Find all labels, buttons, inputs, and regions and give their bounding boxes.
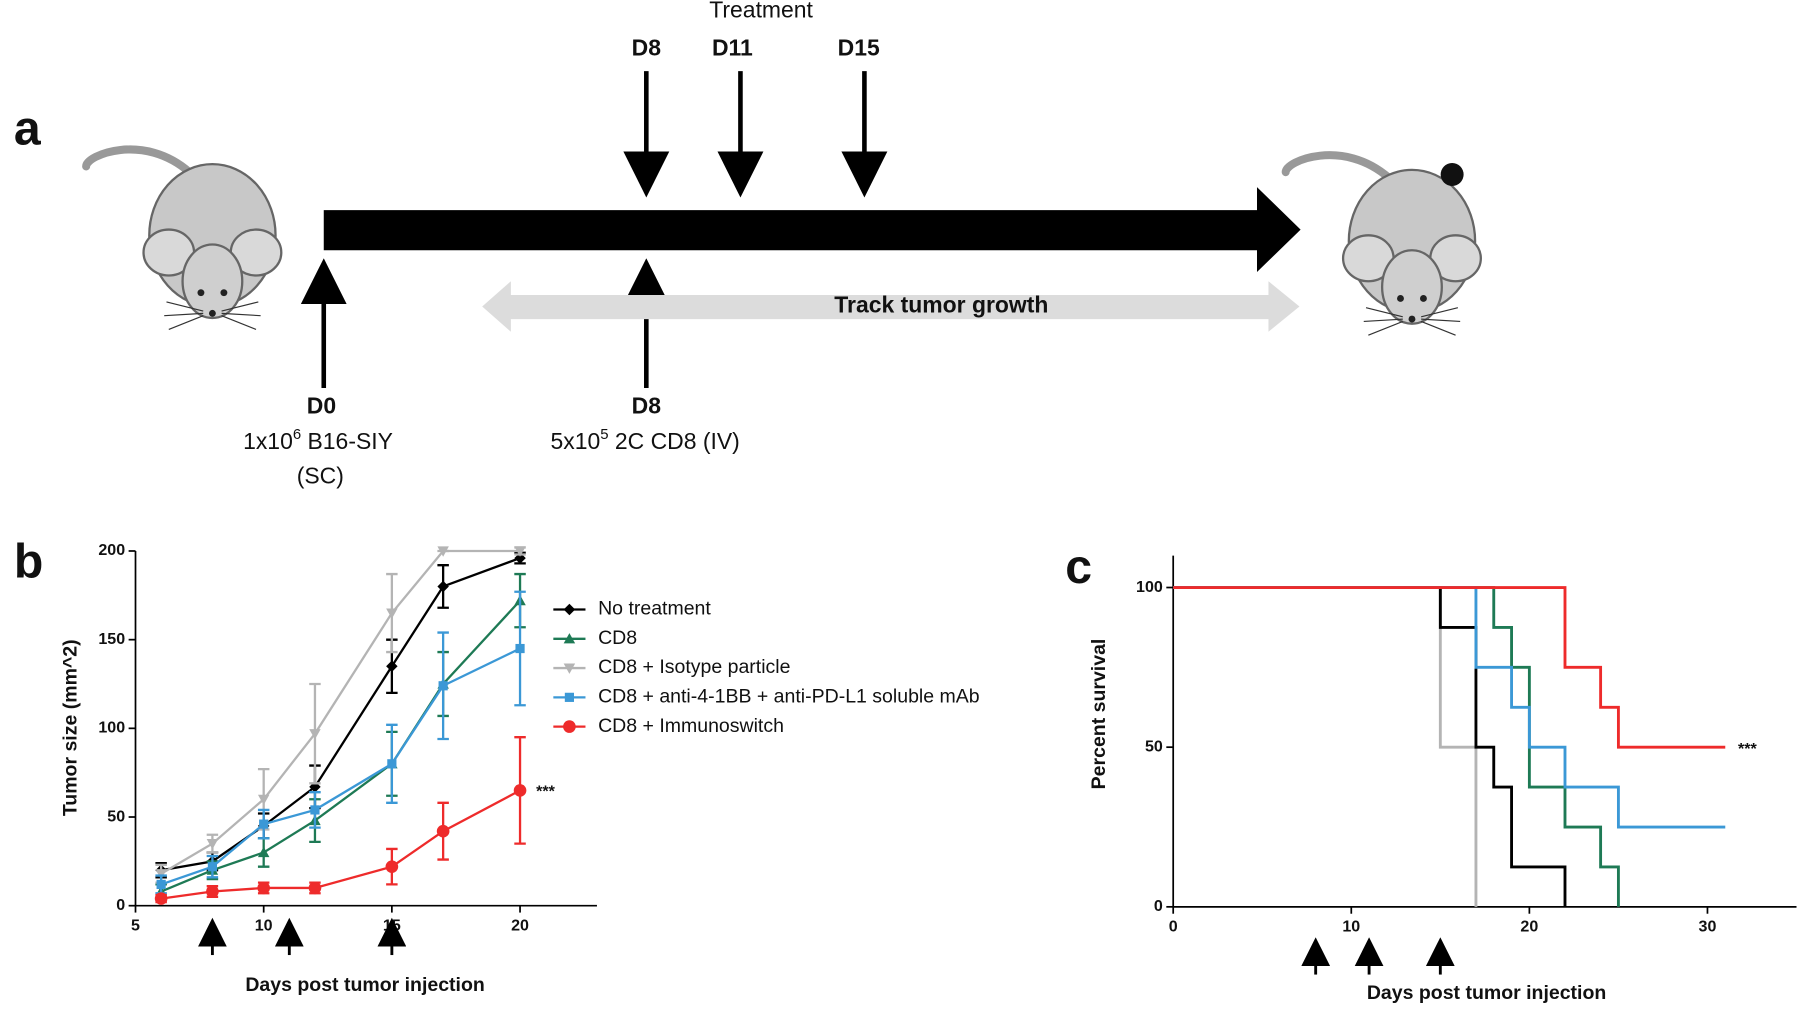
series-line [160,647,521,886]
y-tick-label: 50 [107,807,125,825]
x-tick-label: 20 [511,917,529,935]
legend-marker [563,720,576,733]
marker [438,681,448,691]
marker [207,862,218,872]
legend-label: No treatment [598,598,711,620]
x-tick-label: 30 [1699,918,1717,936]
marker [513,784,527,797]
series-line [160,557,521,872]
day-label: D11 [712,34,753,60]
marker [385,860,399,873]
series-line [160,549,521,875]
x-tick-label: 5 [131,917,140,935]
legend-label: CD8 + Immunoswitch [598,715,784,737]
x-axis-title: Days post tumor injection [1367,982,1606,1004]
annotation: *** [536,782,556,800]
panel-label: c [1065,540,1092,594]
y-tick-label: 100 [1136,578,1163,596]
timeline-arrow [323,187,1301,273]
legend-label: CD8 [598,627,637,649]
panel-label: b [14,534,43,588]
legend-marker [563,663,576,674]
y-tick-label: 200 [98,541,125,559]
marker [257,846,270,858]
x-axis-title: Days post tumor injection [245,974,484,996]
y-axis-title: Percent survival [1088,639,1110,790]
y-tick-label: 0 [1154,897,1163,915]
survival-curve [1173,586,1620,907]
marker [437,580,449,593]
marker [515,643,525,654]
marker [309,729,321,740]
marker [154,892,168,905]
track-arrow [482,281,1300,332]
marker [257,881,270,895]
panel-label: a [14,102,42,156]
marker [386,608,398,619]
mouse [86,149,281,329]
injection-text: 5x105 2C CD8 (IV) [551,426,740,454]
marker [437,546,449,557]
y-tick-label: 150 [98,630,125,648]
x-tick-label: 0 [1169,918,1178,936]
marker [386,660,398,673]
legend-marker [563,633,576,644]
annotation: *** [1738,740,1758,758]
marker [206,839,219,850]
marker [259,819,269,829]
marker [310,805,320,815]
marker [156,879,166,889]
legend-marker [563,603,576,616]
marker [308,881,322,895]
x-tick-label: 20 [1520,918,1538,936]
y-axis-title: Tumor size (mm^2) [59,639,81,816]
y-tick-label: 50 [1145,737,1163,755]
marker [206,885,219,898]
day-label: D8 [632,393,662,419]
survival-curve [1173,586,1726,829]
marker [436,824,450,838]
day-label: D15 [838,34,880,60]
arrows [300,71,888,388]
x-tick-label: 15 [383,917,401,935]
legend-label: CD8 + anti-4-1BB + anti-PD-L1 soluble mA… [598,686,980,708]
survival-curve [1173,586,1478,907]
day-label: D0 [307,393,336,419]
marker [155,869,167,880]
x-tick-label: 10 [1342,918,1360,936]
day-label: D8 [632,34,662,60]
treatment-label: Treatment [709,0,813,23]
track-label: Track tumor growth [834,292,1048,318]
legend-label: CD8 + Isotype particle [598,656,790,678]
y-tick-label: 100 [98,719,125,737]
marker [257,794,270,806]
y-tick-label: 0 [116,896,125,914]
survival-curve [1173,586,1726,749]
survival-curve [1173,586,1567,907]
injection-text: 1x106 B16-SIY [243,426,393,454]
legend-marker [564,692,574,702]
x-tick-label: 10 [255,917,273,935]
diagram: a b c Treatment D8 D11 D15 Track tumor g… [14,0,1481,594]
tumor [1440,163,1464,186]
marker [387,759,397,769]
marker [514,546,526,557]
injection-text: (SC) [297,463,344,489]
